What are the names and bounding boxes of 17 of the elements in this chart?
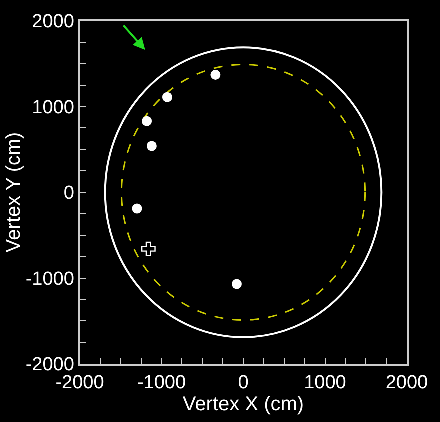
y-tick-label: -1000 (26, 268, 74, 290)
point (132, 204, 142, 214)
x-tick-label: 1000 (304, 372, 346, 394)
y-tick-label: 0 (64, 183, 74, 204)
point (142, 116, 152, 126)
x-tick-label: -1000 (137, 372, 186, 394)
point (146, 141, 157, 152)
point (232, 279, 242, 290)
y-tick-label: 2000 (32, 12, 74, 33)
y-tick-label: 1000 (32, 97, 74, 118)
point (162, 92, 172, 102)
point (210, 70, 221, 80)
y-axis-title: Vertex Y (cm) (2, 132, 25, 253)
x-tick-label: 0 (238, 372, 249, 394)
point (141, 242, 156, 256)
x-tick-label: 2000 (386, 372, 428, 394)
x-axis-title: Vertex X (cm) (182, 394, 304, 416)
